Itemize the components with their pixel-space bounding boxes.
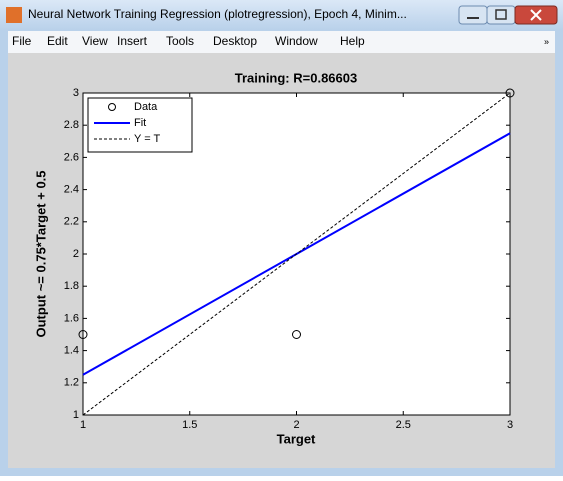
x-tick-label: 1.5 (182, 419, 197, 431)
menu-item[interactable]: View (82, 34, 108, 48)
x-tick-label: 3 (507, 419, 513, 431)
y-tick-label: 1 (73, 409, 79, 421)
maximize-glyph (495, 9, 507, 20)
menu-item[interactable]: Tools (166, 34, 194, 48)
menu-item[interactable]: File (12, 34, 32, 48)
legend-label: Fit (134, 117, 146, 129)
menu-item[interactable]: Desktop (213, 34, 257, 48)
y-tick-label: 2.4 (64, 184, 79, 196)
legend-label: Data (134, 101, 158, 113)
x-axis-label: Target (277, 431, 316, 446)
menu-item[interactable]: Help (340, 34, 365, 48)
maximize-button[interactable] (486, 5, 516, 25)
y-tick-label: 2.8 (64, 119, 79, 131)
x-tick-label: 1 (80, 419, 86, 431)
reference-line (82, 92, 511, 416)
x-tick-label: 2.5 (396, 419, 411, 431)
y-tick-label: 1.4 (64, 345, 79, 357)
y-tick-label: 2 (73, 248, 79, 260)
menu-item[interactable]: Window (275, 34, 318, 48)
menu-item[interactable]: Insert (117, 34, 148, 48)
x-tick-label: 2 (293, 419, 299, 431)
data-point (78, 330, 88, 339)
minimize-button[interactable] (458, 5, 488, 25)
legend (87, 97, 193, 153)
y-tick-label: 1.6 (64, 312, 79, 324)
window-title: Neural Network Training Regression (plot… (28, 7, 407, 21)
legend-label: Y = T (134, 133, 160, 145)
data-point (505, 88, 515, 98)
menu-item[interactable]: Edit (47, 34, 68, 48)
menu-bar (8, 31, 555, 53)
y-tick-label: 2.6 (64, 151, 79, 163)
chart-title: Training: R=0.86603 (235, 70, 357, 85)
y-tick-label: 1.8 (64, 280, 79, 292)
y-tick-label: 2.2 (64, 216, 79, 228)
y-tick-label: 3 (73, 87, 79, 99)
menu-arrow: » (544, 36, 549, 46)
data-point (292, 330, 301, 339)
close-glyph (530, 9, 542, 21)
y-axis-label: Output ~= 0.75*Target + 0.5 (33, 170, 48, 337)
app-icon (6, 7, 22, 23)
legend-marker (108, 103, 116, 111)
y-tick-label: 1.2 (64, 377, 79, 389)
